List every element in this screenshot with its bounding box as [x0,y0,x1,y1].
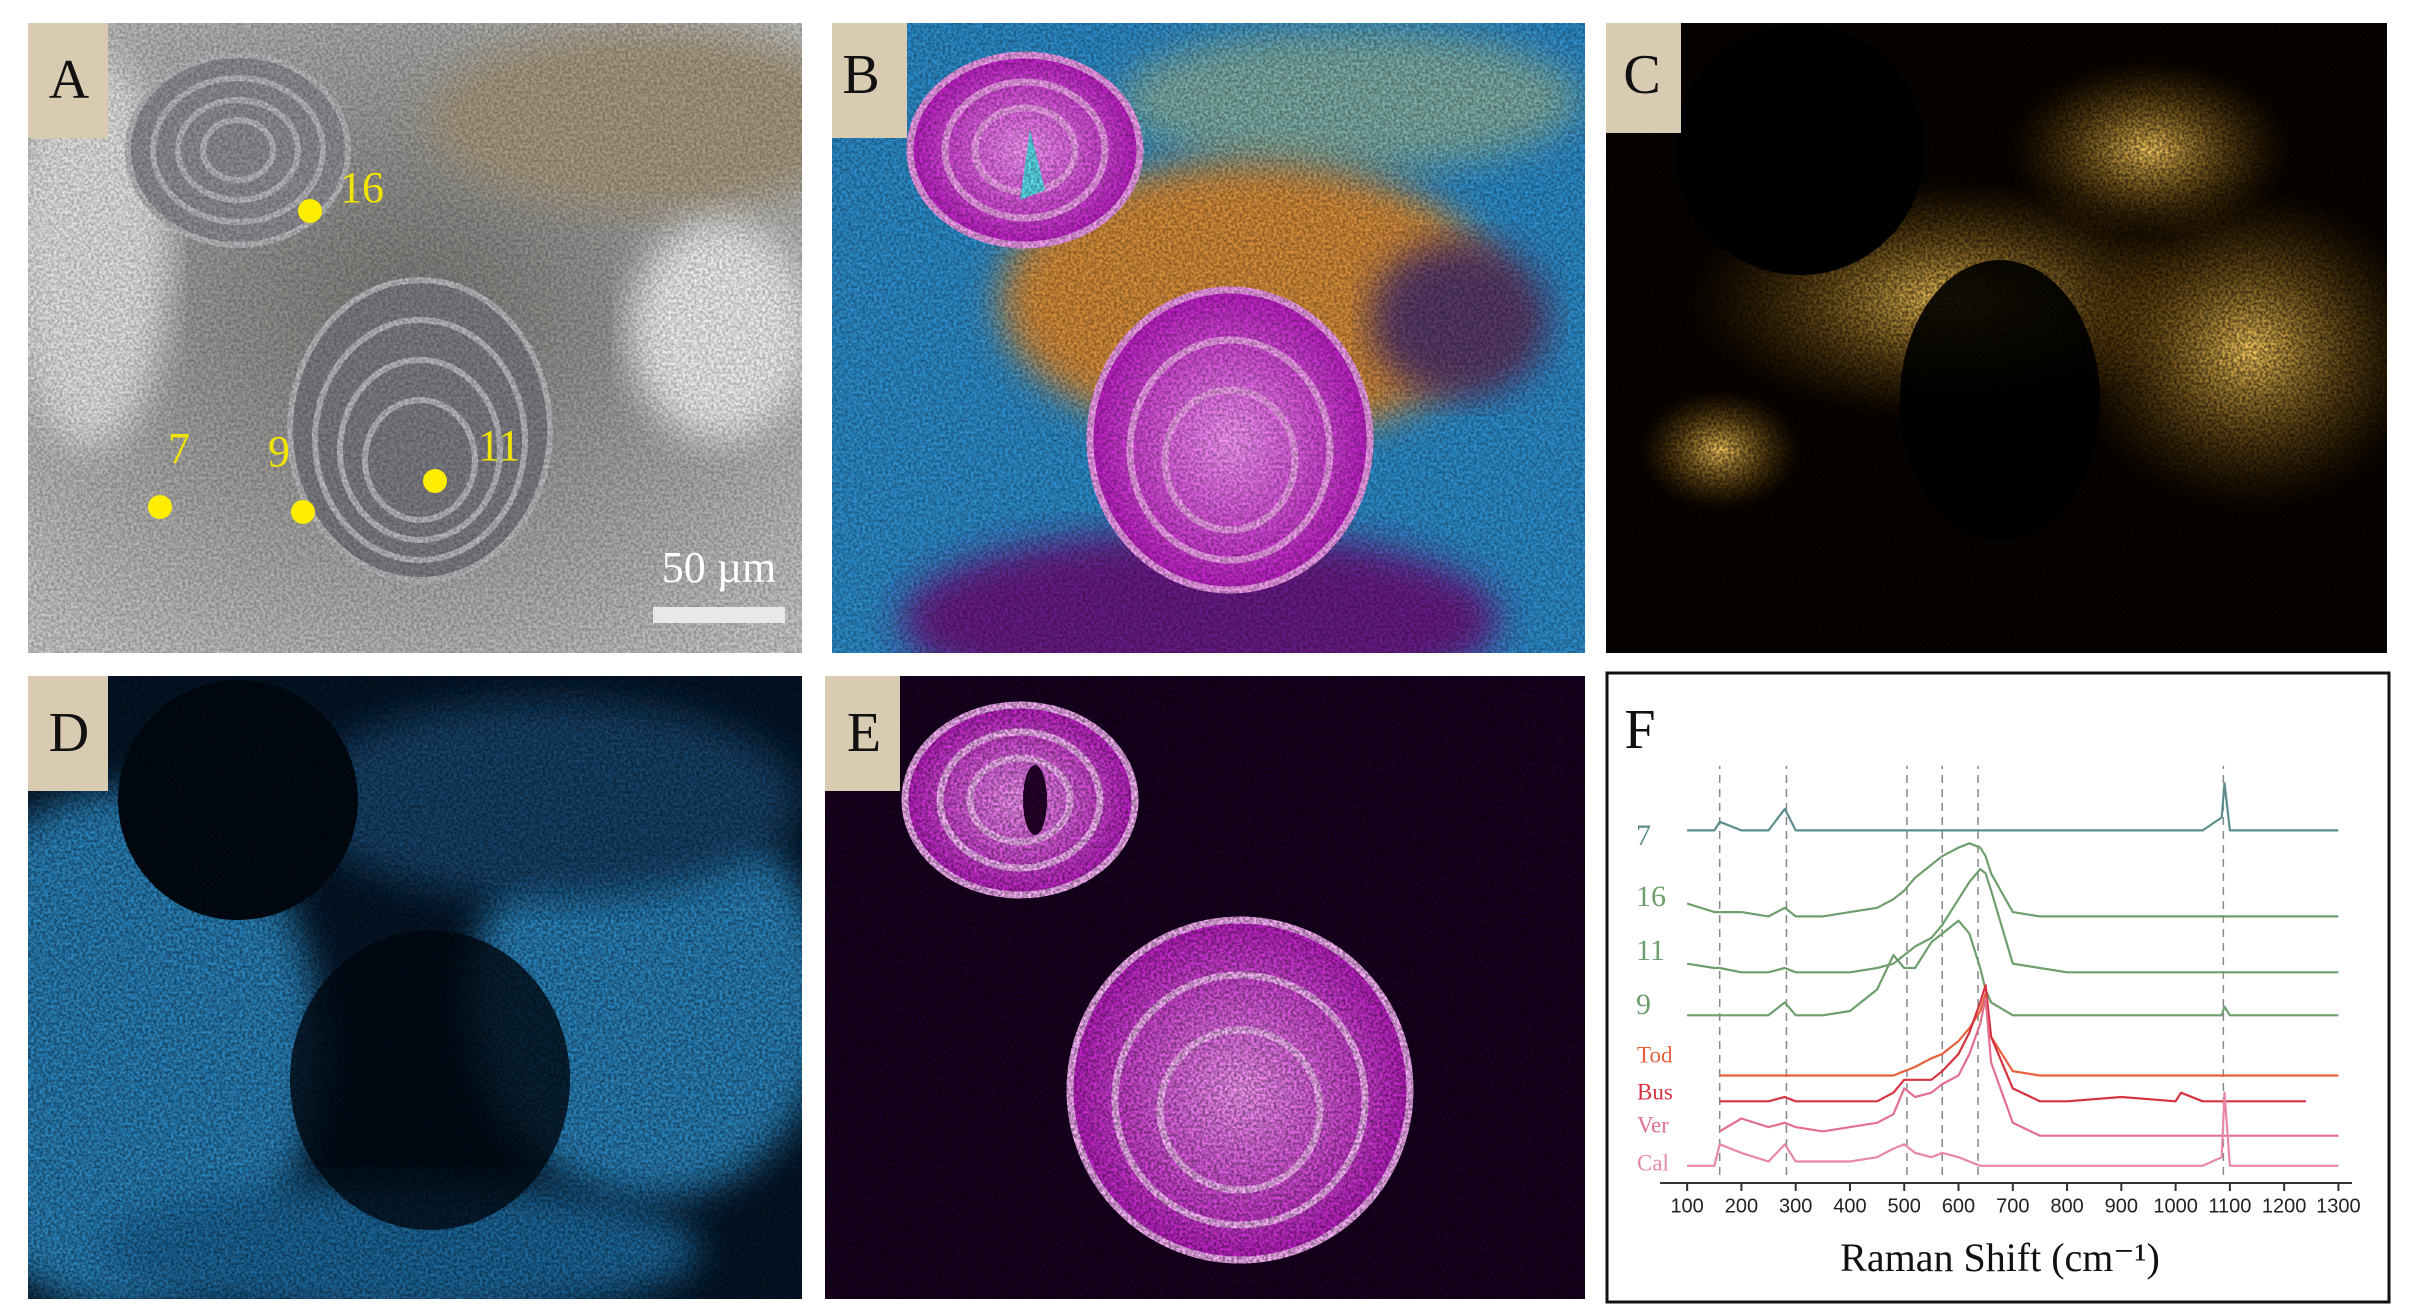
x-tick-label: 1100 [2208,1195,2251,1217]
panel-d-image [28,676,802,1299]
panel-letter: B [842,44,879,106]
point-label: 7 [168,424,190,473]
series-label: 9 [1636,988,1651,1021]
series-label: Ver [1637,1112,1669,1137]
panel-a-image [28,23,802,653]
x-tick-label: 600 [1942,1195,1975,1217]
panel-f-frame [1605,671,2391,1304]
panel-b-image [832,23,1585,653]
spectrum-line [1686,842,2339,918]
spectrum-line [1687,781,2339,832]
panel-letter: D [49,702,89,764]
point-markers [148,199,447,524]
x-tick-label: 100 [1670,1195,1703,1217]
point-label: 11 [478,421,520,470]
spectrum-line [1719,992,2339,1077]
panel-e-image [825,676,1585,1299]
point-label: 9 [268,427,290,476]
x-tick-label: 1000 [2153,1195,2198,1217]
panel-c-image [1606,23,2387,653]
point-marker [298,199,322,223]
panel-letter: E [847,702,881,764]
panel-letter: C [1623,44,1660,106]
x-tick-label: 300 [1779,1195,1812,1217]
series-label: 16 [1636,880,1666,913]
x-tick-label: 400 [1833,1195,1866,1217]
spectrum-line [1687,1091,2339,1167]
x-tick-label: 900 [2105,1195,2138,1217]
x-tick-label: 200 [1725,1195,1758,1217]
scale-bar-label: 50 µm [662,543,777,592]
x-tick-label: 700 [1996,1195,2029,1217]
panel-letter: A [49,49,90,111]
spectrum-line [1719,984,2306,1103]
series-label: Tod [1637,1042,1673,1067]
x-tick-label: 500 [1888,1195,1921,1217]
point-marker [148,495,172,519]
series-label: 11 [1636,934,1665,967]
x-tick-label: 800 [2050,1195,2083,1217]
series-label: Bus [1637,1079,1673,1104]
point-marker [423,469,447,493]
spectrum-line [1686,867,2339,974]
x-axis-title: Raman Shift (cm⁻¹) [1840,1235,2160,1280]
spectrum-line [1687,919,2339,1017]
point-marker [291,500,315,524]
plot-area: 100 200 300 400 500 600 700 800 900 1000 1100 1200 1… [1636,765,2361,1217]
series-label: 7 [1636,819,1651,852]
x-tick-label: 1200 [2262,1195,2307,1217]
x-tick-label: 1300 [2316,1195,2361,1217]
point-label: 16 [340,163,384,212]
chart-title: F [1624,699,1655,761]
series-label: Cal [1637,1150,1669,1175]
